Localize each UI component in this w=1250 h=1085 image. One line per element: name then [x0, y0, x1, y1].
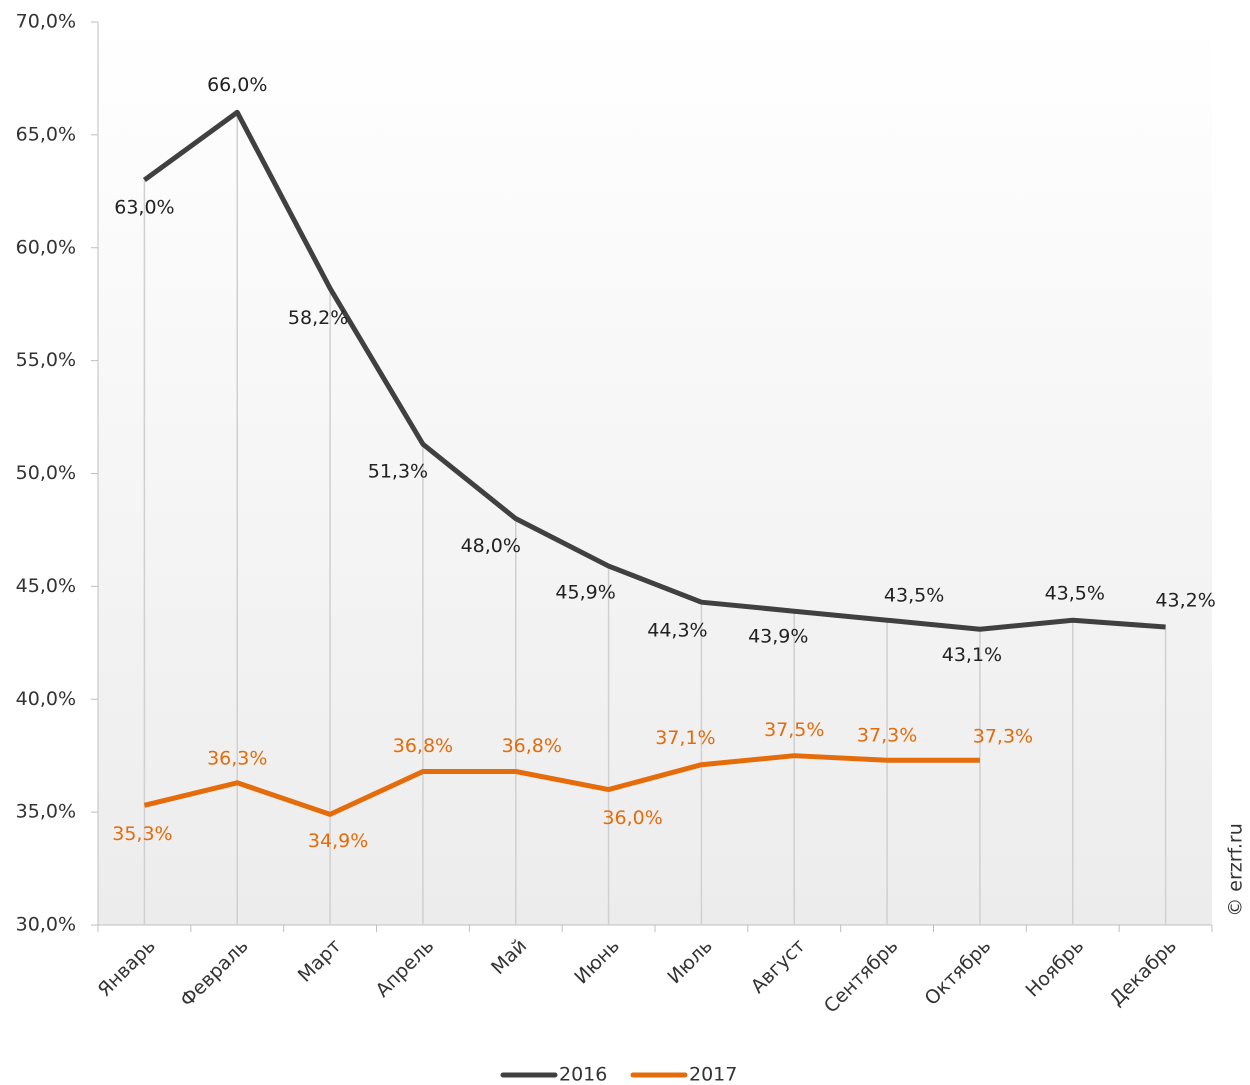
x-tick-label: Январь [94, 935, 160, 1001]
y-tick-label: 35,0% [16, 801, 76, 823]
data-label: 36,0% [602, 807, 662, 829]
data-label: 58,2% [288, 307, 348, 329]
plot-background [98, 22, 1212, 925]
series-line [142, 109, 1166, 632]
data-label: 36,3% [207, 747, 267, 769]
data-label: 37,1% [655, 727, 715, 749]
x-tick-label: Март [294, 935, 346, 987]
data-label: 43,9% [748, 626, 808, 648]
data-label: 36,8% [502, 735, 562, 757]
data-label: 43,5% [884, 585, 944, 607]
y-tick-label: 65,0% [16, 123, 76, 145]
data-label: 45,9% [555, 582, 615, 604]
series-line [143, 753, 980, 817]
data-label: 63,0% [114, 197, 174, 219]
y-tick-label: 30,0% [16, 914, 76, 936]
x-tick-label: Октябрь [920, 935, 995, 1010]
y-tick-label: 60,0% [16, 236, 76, 258]
x-tick-label: Февраль [176, 935, 253, 1012]
x-tick-label: Ноябрь [1021, 935, 1088, 1002]
data-label: 44,3% [647, 620, 707, 642]
legend: 2016 2017 [500, 1064, 737, 1085]
data-label: 66,0% [207, 74, 267, 96]
data-label: 43,2% [1155, 590, 1215, 612]
y-tick-label: 40,0% [16, 688, 76, 710]
x-tick-label: Август [747, 935, 810, 998]
x-tick-label: Сентябрь [820, 935, 903, 1018]
y-tick-label: 50,0% [16, 462, 76, 484]
credit: © erzrf.ru [1225, 823, 1247, 917]
x-tick-label: Май [487, 935, 531, 979]
data-label: 35,3% [112, 823, 172, 845]
data-label: 37,5% [764, 719, 824, 741]
data-label: 51,3% [368, 461, 428, 483]
data-label: 43,5% [1045, 583, 1105, 605]
data-label: 48,0% [461, 535, 521, 557]
x-tick-label: Декабрь [1106, 935, 1181, 1010]
x-tick-label: Июль [663, 935, 716, 988]
data-label: 43,1% [942, 644, 1002, 666]
data-label: 34,9% [308, 830, 368, 852]
legend-label: 2017 [689, 1064, 737, 1085]
y-tick-label: 45,0% [16, 575, 76, 597]
legend-label: 2016 [559, 1064, 607, 1085]
x-tick-label: Июнь [570, 935, 624, 989]
data-label: 37,3% [973, 726, 1033, 748]
y-tick-label: 55,0% [16, 349, 76, 371]
data-label: 37,3% [857, 725, 917, 747]
data-label: 36,8% [393, 735, 453, 757]
y-tick-label: 70,0% [16, 11, 76, 33]
x-tick-label: Апрель [372, 935, 439, 1002]
